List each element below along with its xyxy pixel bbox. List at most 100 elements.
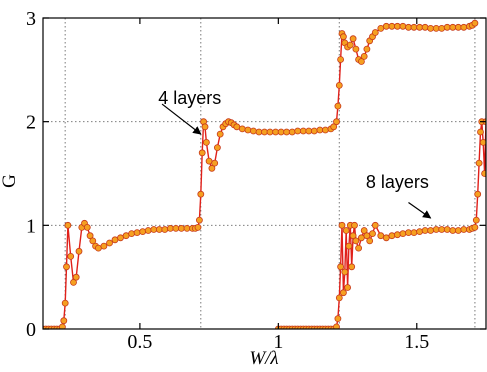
data-point [334, 315, 342, 323]
data-point [208, 164, 216, 172]
data-point [481, 170, 486, 177]
grid-lines [43, 18, 486, 329]
data-point [194, 223, 202, 231]
data-point [211, 159, 219, 167]
data-point [86, 232, 94, 240]
data-point [249, 127, 257, 135]
data-point [416, 228, 424, 236]
data-point [460, 23, 468, 31]
data-point [339, 33, 347, 41]
data-point [321, 126, 329, 134]
data-point [310, 127, 318, 135]
data-point [471, 223, 479, 231]
data-point [216, 130, 224, 138]
data-point [388, 232, 396, 240]
annotations: 4 layers 8 layers [158, 88, 432, 219]
data-point [471, 19, 479, 27]
data-point [75, 247, 83, 255]
series-line-1 [278, 121, 486, 329]
data-point [60, 317, 68, 325]
y-tick-label: 0 [26, 319, 36, 341]
data-point [443, 23, 451, 31]
data-point [333, 118, 340, 126]
data-point [202, 138, 210, 146]
y-tick-label: 2 [26, 112, 36, 134]
data-point [106, 239, 113, 247]
data-point [410, 229, 418, 237]
data-point [283, 128, 291, 136]
data-point [201, 123, 209, 131]
data-point [266, 128, 274, 136]
data-point [61, 299, 69, 307]
data-point [95, 244, 102, 252]
data-point [344, 284, 352, 291]
data-point [479, 139, 486, 146]
data-point [294, 127, 302, 135]
x-tick-label: 0.5 [127, 331, 152, 353]
data-point [348, 263, 356, 271]
annotation-label: 4 layers [158, 88, 221, 108]
data-point [342, 227, 350, 234]
axis-ticks: 0.5 1 1.5 0 1 2 3 [26, 8, 486, 353]
data-point [195, 216, 203, 224]
data-point [345, 242, 353, 250]
data-point [100, 242, 108, 250]
data-point [427, 24, 435, 32]
data-point [421, 23, 429, 31]
data-point [335, 294, 343, 302]
data-point [438, 24, 446, 32]
data-point [330, 123, 338, 131]
data-point [337, 56, 345, 63]
data-point [288, 128, 296, 136]
data-point [89, 237, 97, 245]
data-point [349, 35, 357, 43]
data-point [338, 221, 346, 229]
data-point [205, 157, 213, 165]
data-point [410, 23, 418, 31]
data-point [341, 268, 349, 276]
data-point [117, 234, 124, 242]
data-point [238, 125, 246, 133]
data-point [357, 58, 365, 65]
series-layer [43, 19, 486, 329]
x-tick-label: 1 [273, 331, 283, 353]
annotation-label: 8 layers [366, 172, 429, 192]
data-point [177, 224, 185, 232]
y-tick-label: 3 [26, 8, 36, 30]
data-point [213, 144, 221, 152]
y-axis-label: G [0, 174, 20, 188]
data-point [244, 126, 252, 134]
data-point [443, 226, 451, 233]
data-point [427, 227, 435, 234]
annotation-arrow [161, 103, 202, 135]
data-point [477, 128, 484, 136]
data-point [346, 41, 354, 49]
data-point [360, 227, 368, 234]
data-point [349, 232, 357, 240]
data-point [70, 278, 77, 286]
data-point [366, 237, 374, 245]
data-point [111, 236, 119, 244]
data-point [339, 289, 347, 297]
data-point [59, 323, 66, 329]
data-point [474, 190, 482, 198]
data-point [333, 323, 340, 329]
data-point [83, 223, 91, 231]
data-point [139, 228, 147, 236]
data-point [399, 22, 407, 30]
data-point [133, 229, 141, 237]
data-point [355, 244, 363, 252]
data-point [454, 227, 462, 234]
data-point [197, 190, 205, 198]
x-tick-label: 1.5 [404, 331, 429, 353]
data-point [67, 252, 75, 260]
data-point [382, 22, 390, 30]
data-point [63, 263, 70, 271]
x-axis-label: W/λ [249, 348, 278, 369]
y-tick-label: 1 [26, 215, 36, 237]
data-point [335, 82, 343, 89]
annotation-arrow [408, 202, 432, 219]
data-point [360, 53, 368, 60]
data-point [475, 159, 483, 167]
